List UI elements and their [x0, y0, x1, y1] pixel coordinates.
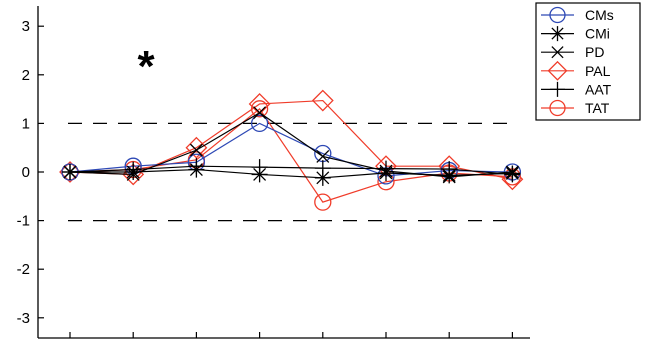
series-line	[70, 168, 513, 179]
y-tick-label: 2	[22, 67, 30, 84]
legend-label: CMi	[585, 26, 610, 42]
legend-entry-aat: AAT	[541, 81, 612, 97]
legend-label: CMs	[585, 7, 614, 23]
data-point	[550, 81, 565, 97]
data-point	[125, 161, 142, 178]
data-point	[441, 161, 458, 178]
series-tat	[61, 100, 522, 211]
data-point	[251, 159, 268, 176]
legend-box	[535, 2, 641, 121]
legend-label: PD	[585, 44, 604, 60]
legend-entry-tat: TAT	[541, 99, 610, 117]
data-point	[551, 46, 564, 59]
chart-axes: -3 -2 -1 0 1 2 3	[17, 6, 530, 339]
data-point	[311, 89, 334, 112]
data-point	[504, 166, 521, 183]
y-tick-label: -1	[17, 213, 30, 230]
legend: CMs CMi PD PAL AAT TAT	[535, 2, 641, 121]
legend-entry-cms: CMs	[541, 6, 614, 24]
legend-label: PAL	[585, 63, 611, 79]
data-point	[550, 26, 565, 42]
data-point	[314, 160, 331, 177]
data-point	[185, 136, 208, 159]
legend-entry-pd: PD	[541, 44, 604, 60]
y-tick-label: 3	[22, 18, 30, 35]
data-point	[250, 100, 269, 118]
data-point	[314, 169, 331, 186]
data-point	[316, 149, 330, 163]
significance-asterisk: *	[137, 42, 155, 91]
y-tick-label: -2	[17, 261, 30, 278]
legend-label: TAT	[585, 100, 610, 116]
y-tick-label: 0	[22, 164, 30, 181]
data-point	[250, 114, 269, 133]
series-line	[69, 165, 513, 176]
series-layer	[59, 89, 524, 211]
data-point	[549, 6, 566, 24]
data-point	[547, 60, 568, 81]
legend-entry-pal: PAL	[541, 60, 611, 81]
data-point	[62, 164, 78, 180]
data-point	[378, 160, 394, 177]
series-line	[69, 122, 513, 177]
data-point	[248, 93, 271, 115]
data-point	[549, 99, 566, 117]
legend-entry-cmi: CMi	[541, 26, 610, 42]
y-tick-label: 1	[22, 115, 30, 132]
series-line	[69, 111, 513, 178]
legend-label: AAT	[585, 81, 612, 97]
y-tick-label: -3	[17, 310, 30, 327]
data-point	[189, 143, 203, 157]
data-point	[253, 106, 267, 120]
series-aat	[62, 158, 521, 183]
data-point	[188, 158, 205, 175]
data-point	[314, 193, 332, 211]
